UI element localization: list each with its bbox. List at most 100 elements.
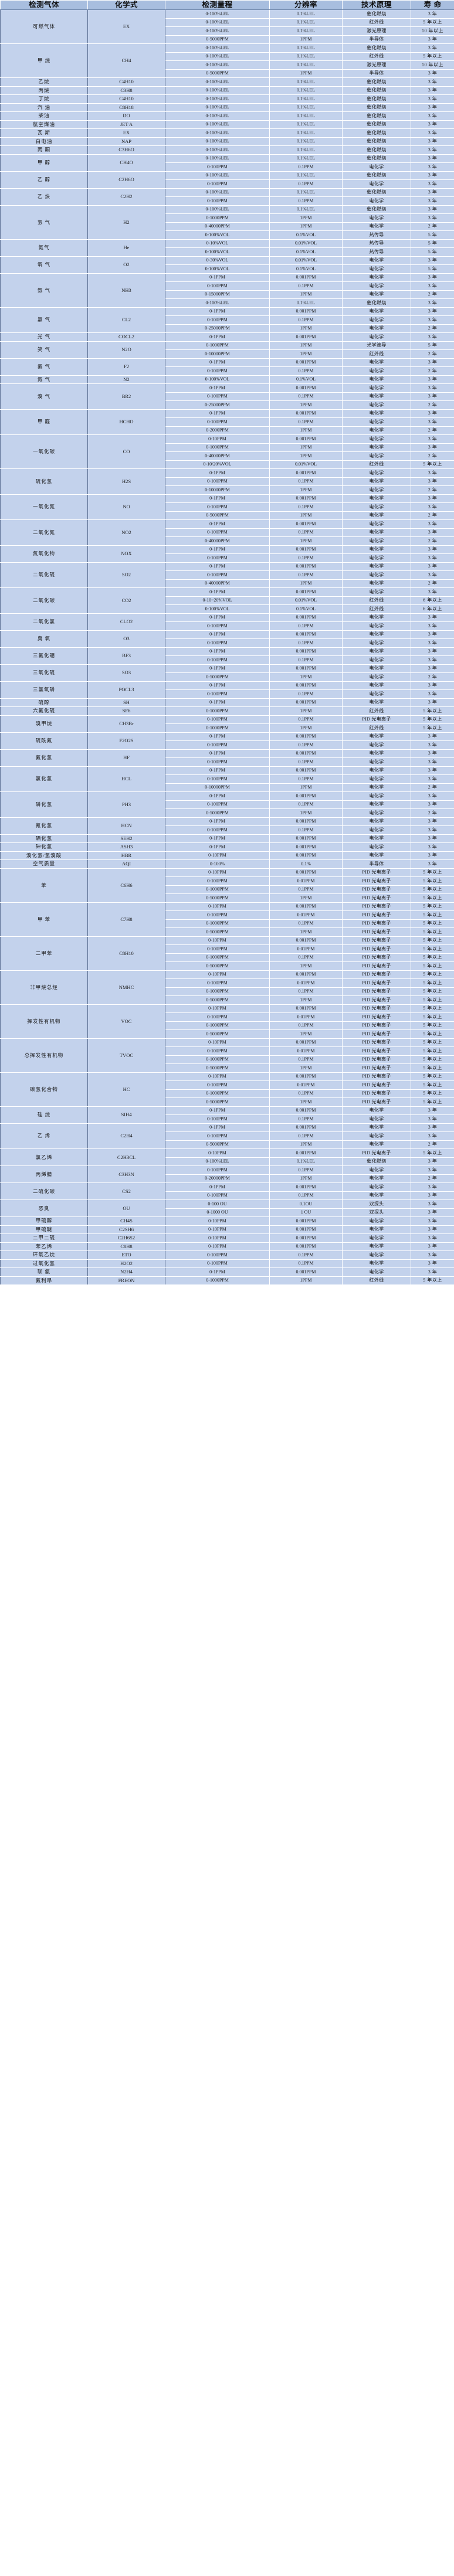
table-row: 0-100PPM 0.1PPM 电化学 3 年: [1, 757, 454, 767]
lifetime-cell: 5 年以上: [411, 1046, 454, 1056]
lifetime-cell: 5 年以上: [411, 927, 454, 937]
table-row: 0-40000PPM 1PPM 电化学 2 年: [1, 222, 454, 231]
lifetime-cell: 3 年: [411, 213, 454, 223]
technology-cell: 电化学: [342, 485, 411, 495]
table-row: 乙 醇 C2H6O 0-100%LEL 0.1%LEL 催化燃烧 3 年: [0, 171, 454, 189]
technology-cell: 电化学: [342, 800, 411, 809]
technology-cell: PID 光电离子: [342, 715, 411, 724]
table-row: 二甲二硫 C2H6S2 0-10PPM 0.001PPM 电化学 3 年: [0, 1233, 454, 1243]
measurement-range-cell: 0-1PPM: [165, 562, 270, 571]
technology-cell: 双探头: [342, 1199, 411, 1209]
lifetime-cell: 2 年: [411, 579, 454, 588]
technology-cell: 电化学: [342, 638, 411, 648]
resolution-cell: 0.1PPM: [269, 885, 343, 894]
table-row: 一氧化碳 CO 0-10PPM 0.001PPM 电化学 3 年: [0, 434, 454, 469]
resolution-cell: 0.1%LEL: [269, 120, 343, 129]
technology-cell: 电化学: [342, 434, 411, 444]
gas-name-cell: 丙烯腈: [0, 1165, 88, 1183]
technology-cell: 电化学: [342, 774, 411, 784]
lifetime-cell: 3 年: [411, 842, 454, 852]
table-row: 过氧化氢 H2O2 0-100PPM 0.1PPM 电化学 3 年: [0, 1259, 454, 1268]
table-row: 硫化氢 H2S 0-1PPM 0.001PPM 电化学 3 年: [0, 468, 454, 495]
table-row: 0-100PPM 0.01PPM PID 光电离子 5 年以上: [1, 978, 454, 988]
resolution-cell: 0.1PPM: [269, 315, 343, 325]
technology-cell: 红外线: [342, 349, 411, 359]
gas-name-cell: 光 气: [0, 332, 88, 342]
gas-name-cell: 丁烷: [0, 94, 88, 104]
lifetime-cell: 3 年: [411, 375, 454, 384]
chemical-formula-cell: C2SH6: [87, 1225, 165, 1234]
resolution-cell: 0.1%LEL: [269, 128, 343, 138]
resolution-cell: 1PPM: [269, 995, 343, 1005]
measurement-range-cell: 0-40000PPM: [165, 536, 270, 546]
lifetime-cell: 5 年以上: [411, 1021, 454, 1030]
measurement-range-cell: 0-20000PPM: [165, 1174, 270, 1183]
table-row: 甲硫醚 C2SH6 0-10PPM 0.001PPM 电化学 3 年: [0, 1225, 454, 1234]
technology-cell: PID 光电离子: [342, 987, 411, 996]
resolution-cell: 0.1%LEL: [269, 298, 343, 308]
gas-name-cell: 溴甲烷: [0, 715, 88, 733]
technology-cell: 电化学: [342, 307, 411, 316]
measurement-range-cell: 0-1PPM: [165, 766, 270, 775]
resolution-cell: 0.1%VOL: [269, 375, 343, 384]
table-row: 丙烷 C3H8 0-100%LEL 0.1%LEL 催化燃烧 3 年: [0, 86, 454, 95]
table-row: 0-100PPM 0.1PPM 电化学 3 年: [1, 1191, 454, 1200]
resolution-cell: 0.1PPM: [269, 281, 343, 291]
lifetime-cell: 3 年: [411, 1182, 454, 1192]
technology-cell: 电化学: [342, 1250, 411, 1260]
resolution-cell: 0.001PPM: [269, 307, 343, 316]
gas-name-cell: 氮 气: [0, 375, 88, 384]
resolution-cell: 0.1%LEL: [269, 60, 343, 70]
chemical-formula-cell: CL2: [87, 307, 165, 333]
technology-cell: 热传导: [342, 239, 411, 248]
resolution-cell: 0.1PPM: [269, 800, 343, 809]
technology-cell: 电化学: [342, 1191, 411, 1200]
lifetime-cell: 3 年: [411, 587, 454, 597]
measurement-range-cell: 0-5000PPM: [165, 961, 270, 971]
lifetime-cell: 3 年: [411, 298, 454, 308]
resolution-cell: 1PPM: [269, 893, 343, 903]
lifetime-cell: 3 年: [411, 256, 454, 265]
chemical-formula-cell: C8H8: [87, 1242, 165, 1251]
measurement-range-cell: 0-100 OU: [165, 1199, 270, 1209]
measurement-range-cell: 0-100%LEL: [165, 60, 270, 70]
technology-cell: 电化学: [342, 1233, 411, 1243]
resolution-cell: 0.01%VOL: [269, 239, 343, 248]
table-row: 磷化氢 PH3 0-1PPM 0.001PPM 电化学 3 年: [0, 791, 454, 818]
chemical-formula-cell: C2H2: [87, 188, 165, 206]
table-row: 0-100%VOL 0.1%VOL 热传导 5 年: [1, 247, 454, 257]
measurement-range-cell: 0-100%LEL: [165, 171, 270, 180]
lifetime-cell: 3 年: [411, 35, 454, 44]
technology-cell: PID 光电离子: [342, 919, 411, 928]
chemical-formula-cell: C2H6O: [87, 171, 165, 189]
measurement-range-cell: 0-1PPM: [165, 468, 270, 478]
measurement-range-cell: 0-100%LEL: [165, 9, 270, 19]
table-row: 二硫化碳 CS2 0-1PPM 0.001PPM 电化学 3 年: [0, 1182, 454, 1200]
table-row: 硒化氢 SEH2 0-1PPM 0.001PPM 电化学 3 年: [0, 834, 454, 843]
resolution-cell: 0.001PPM: [269, 434, 343, 444]
technology-cell: PID 光电离子: [342, 953, 411, 962]
table-row: 0-100PPM 0.1PPM 电化学 3 年: [1, 570, 454, 580]
measurement-range-cell: 0-1PPM: [165, 409, 270, 418]
lifetime-cell: 5 年以上: [411, 1089, 454, 1098]
measurement-range-cell: 0-1PPM: [165, 307, 270, 316]
resolution-cell: 0.1%LEL: [269, 1157, 343, 1166]
chemical-formula-cell: CH4O: [87, 154, 165, 172]
lifetime-cell: 3 年: [411, 1225, 454, 1234]
chemical-formula-cell: AQI: [87, 859, 165, 869]
technology-cell: 电化学: [342, 468, 411, 478]
table-row: 氟化氢 HF 0-1PPM 0.001PPM 电化学 3 年: [0, 749, 454, 767]
resolution-cell: 0.1PPM: [269, 638, 343, 648]
table-row: 氦气 He 0-10%VOL 0.01%VOL 热传导 5 年: [0, 239, 454, 257]
lifetime-cell: 3 年: [411, 120, 454, 129]
lifetime-cell: 5 年: [411, 264, 454, 274]
lifetime-cell: 3 年: [411, 1106, 454, 1115]
resolution-cell: 1PPM: [269, 451, 343, 461]
technology-cell: PID 光电离子: [342, 1038, 411, 1047]
technology-cell: 电化学: [342, 689, 411, 699]
technology-cell: 电化学: [342, 366, 411, 376]
resolution-cell: 0.1PPM: [269, 621, 343, 631]
table-row: 0-100%VOL 0.1%VOL 电化学 5 年: [1, 264, 454, 274]
resolution-cell: 0.001PPM: [269, 902, 343, 911]
resolution-cell: 0.001PPM: [269, 698, 343, 707]
